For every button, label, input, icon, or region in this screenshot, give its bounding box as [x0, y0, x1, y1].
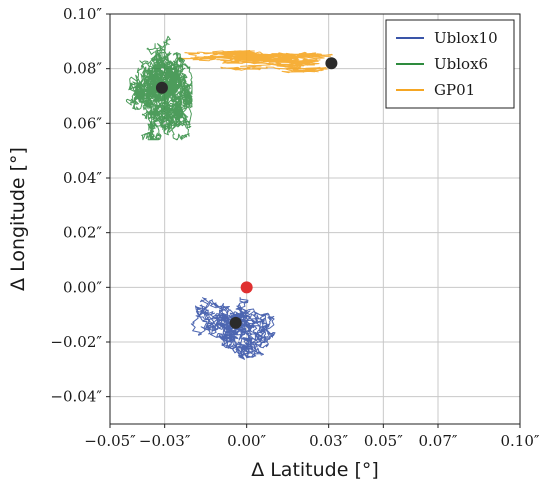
- series-line-ublox10: [190, 297, 276, 360]
- legend-box: [385, 19, 515, 109]
- y-tick-label-0: −0.04″: [50, 388, 102, 406]
- legend-label-gp01: GP01: [434, 81, 475, 99]
- x-tick-label-5: 0.07″: [418, 432, 457, 450]
- y-axis: −0.04″ −0.02″ 0.00″ 0.02″ 0.04″ 0.06″ 0.08″ 0.1…: [50, 5, 110, 406]
- series-line-ublox6: [125, 35, 193, 141]
- legend-label-ublox10: Ublox10: [434, 29, 498, 47]
- plot-frame: [109, 13, 521, 425]
- x-tick-label-6: 0.10″: [500, 432, 539, 450]
- series-layer: [125, 35, 333, 360]
- y-tick-label-3: 0.02″: [63, 224, 102, 242]
- x-tick-label-0: −0.05″: [84, 432, 136, 450]
- series-line-gp01: [177, 50, 333, 74]
- marker-point-0: [229, 316, 242, 329]
- legend: Ublox10 Ublox6 GP01: [385, 19, 515, 109]
- x-axis: −0.05″ −0.03″ 0.00″ 0.03″ 0.05″ 0.07″ 0.10″: [84, 424, 540, 450]
- y-tick-label-6: 0.08″: [63, 60, 102, 78]
- y-tick-label-4: 0.04″: [63, 169, 102, 187]
- y-tick-label-5: 0.06″: [63, 114, 102, 132]
- x-tick-label-3: 0.03″: [309, 432, 348, 450]
- x-axis-label: Δ Latitude [°]: [251, 459, 379, 481]
- y-tick-label-1: −0.02″: [50, 333, 102, 351]
- marker-point-3: [240, 281, 253, 294]
- y-axis-label: Δ Longitude [°]: [7, 147, 29, 291]
- x-tick-label-1: −0.03″: [139, 432, 191, 450]
- x-tick-label-2: 0.00″: [227, 432, 266, 450]
- marker-point-2: [325, 57, 338, 70]
- y-tick-label-2: 0.00″: [63, 278, 102, 296]
- marker-point-1: [155, 81, 168, 94]
- x-tick-label-4: 0.05″: [364, 432, 403, 450]
- marker-layer: [155, 57, 338, 329]
- legend-label-ublox6: Ublox6: [434, 55, 488, 73]
- y-tick-label-7: 0.10″: [63, 5, 102, 23]
